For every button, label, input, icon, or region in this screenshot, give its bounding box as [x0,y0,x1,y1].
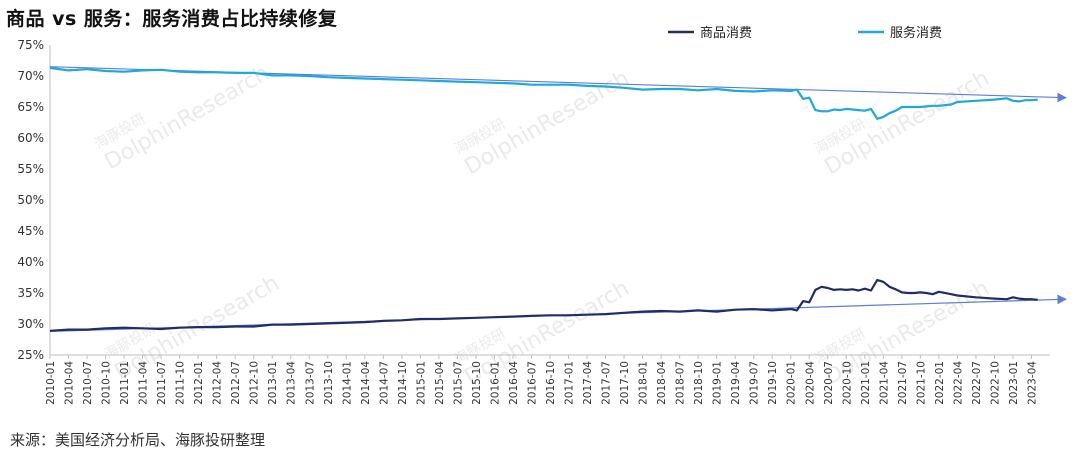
y-tick-label: 55% [17,162,44,176]
x-tick-label: 2021-04 [878,361,890,405]
x-tick-label: 2013-01 [267,361,279,405]
x-tick-label: 2012-01 [193,361,205,405]
x-tick-label: 2014-01 [341,361,353,405]
x-tick-label: 2020-04 [804,361,816,405]
x-tick-label: 2022-04 [952,361,964,405]
x-tick-label: 2018-10 [693,361,705,405]
x-tick-label: 2021-01 [860,361,872,405]
x-tick-label: 2018-01 [638,361,650,405]
x-tick-label: 2020-07 [823,361,835,405]
x-tick-label: 2023-04 [1026,361,1038,405]
series-lines [49,66,1038,332]
x-tick-label: 2014-10 [397,361,409,405]
legend-label: 服务消费 [890,25,942,41]
x-tick-label: 2016-01 [489,361,501,405]
x-tick-label: 2010-07 [82,361,94,405]
y-tick-label: 70% [17,69,44,83]
source-note: 来源：美国经济分析局、海豚投研整理 [10,431,266,449]
x-tick-label: 2011-04 [138,361,150,405]
x-tick-label: 2017-07 [601,361,613,405]
x-tick-label: 2022-10 [989,361,1001,405]
x-tick-label: 2019-07 [749,361,761,405]
x-axis: 2010-01 2010-04 2010-07 2010-10 2011-01 2011-… [45,354,1050,405]
x-tick-label: 2020-10 [841,361,853,405]
x-tick-label: 2013-10 [323,361,335,405]
x-tick-label: 2015-07 [452,361,464,405]
x-tick-label: 2010-04 [64,361,76,405]
y-tick-label: 65% [17,100,44,114]
x-tick-label: 2020-01 [786,361,798,405]
x-tick-label: 2011-10 [175,361,187,405]
x-tick-label: 2016-07 [526,361,538,405]
y-tick-label: 50% [17,193,44,207]
y-tick-label: 30% [17,317,44,331]
y-tick-label: 60% [17,131,44,145]
y-tick-label: 40% [17,255,44,269]
x-tick-label: 2014-07 [378,361,390,405]
x-tick-label: 2011-07 [156,361,168,405]
x-tick-label: 2010-01 [45,361,57,405]
y-tick-label: 45% [17,224,44,238]
x-tick-label: 2019-01 [712,361,724,405]
x-tick-label: 2021-07 [897,361,909,405]
x-tick-label: 2022-01 [934,361,946,405]
x-tick-label: 2012-07 [230,361,242,405]
x-tick-label: 2019-04 [730,361,742,405]
x-tick-label: 2016-04 [508,361,520,405]
y-tick-label: 75% [17,38,44,52]
x-tick-label: 2019-10 [767,361,779,405]
y-tick-label: 25% [17,348,44,362]
chart-title: 商品 vs 服务：服务消费占比持续修复 [6,8,338,30]
x-tick-label: 2015-04 [434,361,446,405]
legend-label: 商品消费 [700,26,752,41]
x-tick-label: 2021-10 [915,361,927,405]
x-tick-label: 2012-04 [212,361,224,405]
x-tick-label: 2013-07 [304,361,316,405]
x-tick-label: 2022-07 [971,361,983,405]
x-tick-label: 2014-04 [360,361,372,405]
x-tick-label: 2010-10 [101,361,113,405]
x-tick-label: 2015-10 [471,361,483,405]
x-tick-label: 2017-01 [564,361,576,405]
x-tick-label: 2017-10 [619,361,631,405]
x-tick-label: 2011-01 [119,361,131,405]
x-tick-label: 2015-01 [415,361,427,405]
legend: 商品消费 服务消费 [668,25,942,41]
x-tick-label: 2023-01 [1008,361,1020,405]
x-tick-label: 2017-04 [582,361,594,405]
x-tick-label: 2016-10 [545,361,557,405]
x-tick-label: 2012-10 [249,361,261,405]
x-tick-label: 2018-07 [675,361,687,405]
x-tick-label: 2018-04 [656,361,668,405]
series-line [49,66,1038,120]
y-axis: 25% 30% 35% 40% 45% 50% 55% 60% 65% 70% 75% [17,38,51,362]
series-line [49,278,1038,332]
y-tick-label: 35% [17,286,44,300]
x-tick-label: 2013-04 [286,361,298,405]
